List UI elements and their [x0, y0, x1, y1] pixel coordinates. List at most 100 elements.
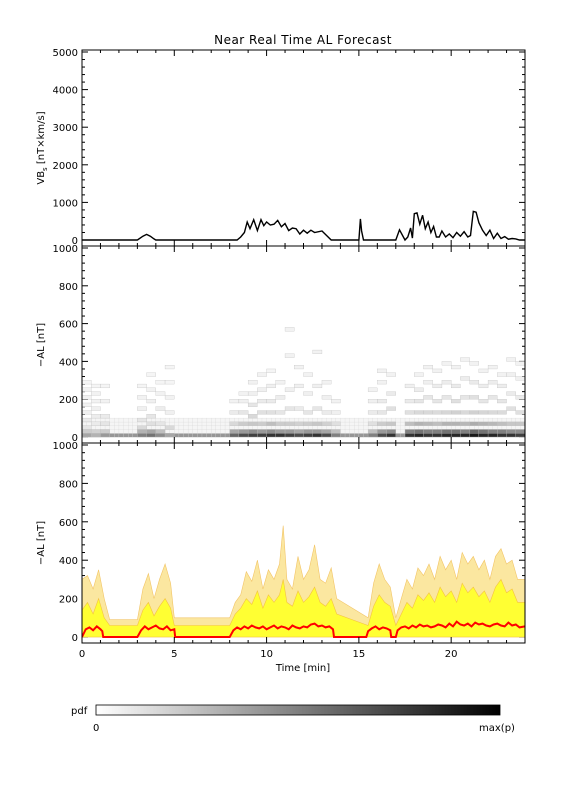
pdf-cell-baseline	[104, 417, 111, 423]
pdf-cell	[229, 421, 240, 426]
ytick-label: 600	[59, 518, 78, 529]
pdf-cell	[515, 395, 525, 400]
pdf-cell-baseline	[192, 417, 198, 423]
pdf-cell-baseline	[483, 417, 489, 423]
pdf-cell	[478, 429, 489, 434]
pdf-cell-baseline	[497, 417, 503, 423]
pdf-cell	[82, 402, 92, 407]
pdf-cell	[164, 433, 175, 438]
pdf-cell-baseline	[206, 433, 212, 438]
pdf-cell-baseline	[487, 417, 494, 423]
pdf-cell	[266, 383, 276, 389]
pdf-cell	[432, 383, 443, 389]
pdf-cell-baseline	[187, 417, 194, 423]
pdf-cell	[266, 410, 276, 415]
pdf-cell	[229, 433, 240, 438]
pdf-cell	[367, 429, 378, 434]
pdf-cell-baseline	[95, 417, 101, 423]
pdf-cell-baseline	[335, 425, 341, 430]
pdf-cell-baseline	[183, 421, 189, 427]
pdf-cell	[312, 429, 323, 434]
pdf-cell-baseline	[326, 417, 332, 423]
pdf-cell	[257, 387, 267, 392]
pdf-cell-baseline	[386, 417, 392, 423]
pdf-cell-baseline	[344, 417, 350, 423]
pdf-cell-baseline	[215, 425, 221, 430]
pdf-cell-baseline	[446, 417, 452, 423]
pdf-cell-baseline	[238, 425, 244, 430]
pdf-cell-baseline	[511, 417, 517, 423]
pdf-cell	[487, 410, 498, 415]
pdf-cell-baseline	[220, 429, 226, 434]
pdf-cell-baseline	[164, 429, 171, 434]
pdf-cell	[506, 357, 516, 362]
pdf-cell-baseline	[132, 433, 138, 438]
pdf-cell	[423, 380, 433, 385]
pdf-cell-baseline	[340, 425, 346, 430]
pdf-cell	[284, 433, 295, 438]
pdf-cell-baseline	[414, 425, 420, 430]
pdf-cell	[275, 433, 286, 438]
pdf-cell-baseline	[391, 417, 397, 423]
pdf-cell	[414, 387, 424, 392]
pdf-cell-baseline	[160, 417, 166, 423]
pdf-cell-baseline	[358, 429, 364, 434]
pdf-cell	[386, 433, 396, 438]
pdf-cell	[414, 372, 424, 377]
pdf-cell	[432, 429, 443, 434]
pdf-cell-baseline	[114, 429, 120, 434]
pdf-cell	[284, 327, 295, 332]
pdf-cell	[257, 410, 267, 415]
pdf-cell-baseline	[100, 425, 106, 430]
pdf-cell-baseline	[284, 417, 291, 423]
pdf-cell-baseline	[132, 417, 138, 423]
pdf-cell	[451, 433, 461, 438]
pdf-cell-baseline	[114, 433, 120, 438]
pdf-cell-baseline	[446, 425, 452, 430]
pdf-cell-baseline	[211, 433, 217, 438]
pdf-cell	[100, 414, 110, 419]
pdf-cell-baseline	[229, 417, 235, 423]
pdf-cell-baseline	[354, 433, 360, 438]
pdf-cell-baseline	[197, 417, 203, 423]
pdf-cell-baseline	[109, 421, 115, 427]
pdf-cell-baseline	[289, 425, 295, 430]
pdf-cell-baseline	[197, 429, 203, 434]
xtick-label: 10	[260, 649, 273, 660]
pdf-cell-baseline	[400, 433, 406, 438]
pdf-cell	[367, 433, 378, 438]
pdf-cell-baseline	[261, 425, 267, 430]
pdf-cell	[432, 410, 443, 415]
pdf-cell	[146, 429, 156, 434]
pdf-cell-baseline	[367, 425, 374, 430]
pdf-cell-baseline	[109, 417, 115, 423]
pdf-cell	[377, 399, 387, 404]
pdf-cell-baseline	[234, 417, 240, 423]
pdf-cell	[303, 429, 313, 434]
pdf-cell	[469, 361, 480, 366]
colorbar-gradient	[95, 704, 501, 716]
pdf-cell-baseline	[275, 425, 281, 430]
pdf-cell-baseline	[501, 417, 507, 423]
pdf-cell	[451, 383, 461, 389]
pdf-cell	[460, 429, 470, 434]
xtick-label: 20	[445, 649, 458, 660]
pdf-cell	[497, 410, 507, 415]
pdf-cell-baseline	[95, 425, 101, 430]
pdf-cell-baseline	[137, 421, 143, 427]
pdf-cell	[155, 380, 166, 385]
pdf-cell	[247, 391, 258, 396]
ytick-label: 400	[59, 556, 78, 567]
pdf-cell	[423, 421, 433, 426]
pdf-cell-baseline	[520, 417, 525, 423]
pdf-cell	[137, 383, 147, 389]
pdf-cell	[469, 433, 480, 438]
pdf-cell-baseline	[349, 429, 355, 434]
pdf-cell-baseline	[331, 425, 337, 430]
pdf-cell-baseline	[312, 417, 318, 423]
pdf-cell-baseline	[109, 433, 115, 438]
pdf-cell-baseline	[220, 421, 226, 427]
pdf-cell-baseline	[187, 429, 194, 434]
pdf-cell-baseline	[257, 417, 263, 423]
pdf-cell	[441, 380, 452, 385]
